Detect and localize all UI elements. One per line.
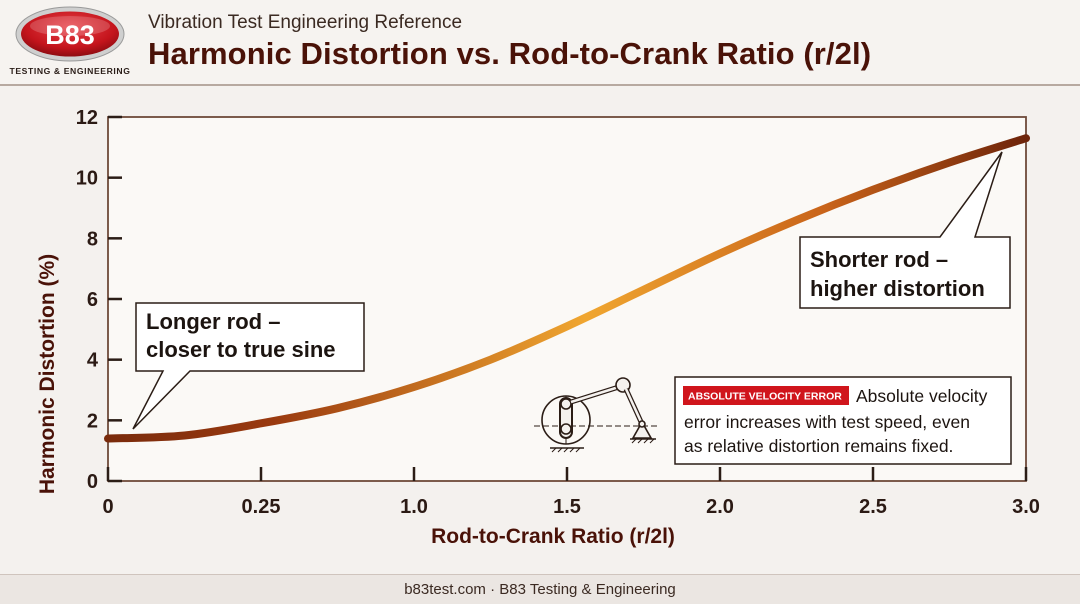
callout-left-line2: closer to true sine <box>146 337 336 362</box>
header-kicker: Vibration Test Engineering Reference <box>148 12 463 33</box>
logo-tagline: TESTING & ENGINEERING <box>10 66 131 76</box>
x-tick-label: 0.25 <box>242 496 281 518</box>
footer-company: B83 Testing & Engineering <box>499 581 676 598</box>
y-tick-label: 4 <box>87 350 99 372</box>
logo-text: B83 <box>45 20 95 50</box>
footer-site-link[interactable]: b83test.com <box>404 581 486 598</box>
y-axis-title: Harmonic Distortion (%) <box>36 254 59 494</box>
y-tick-label: 2 <box>87 410 98 432</box>
note-line2: error increases with test speed, even <box>684 412 970 432</box>
x-tick-label: 3.0 <box>1012 496 1040 518</box>
y-tick-label: 6 <box>87 289 98 311</box>
callout-right-line2: higher distortion <box>810 276 985 301</box>
y-tick-label: 0 <box>87 471 98 493</box>
chart: 0 0.25 1.0 1.5 2.0 2.5 3.0 0 2 4 6 8 10 12 Rod-to-Cr… <box>36 107 1040 548</box>
note-line3: as relative distortion remains fixed. <box>684 436 953 456</box>
distortion-curve <box>104 134 1030 443</box>
slider-crank-mechanism-icon <box>534 377 660 453</box>
callout-shorter-rod: Shorter rod – higher distortion <box>799 151 1011 309</box>
velocity-error-badge <box>683 386 849 405</box>
footer: b83test.com · B83 Testing & Engineering <box>0 574 1080 604</box>
x-axis-title: Rod-to-Crank Ratio (r/2l) <box>431 525 675 548</box>
y-tick-label: 8 <box>87 228 98 250</box>
y-tick-label: 10 <box>76 168 98 190</box>
callout-left-line1: Longer rod – <box>146 309 280 334</box>
x-tick-label: 2.5 <box>859 496 887 518</box>
callout-right-line1: Shorter rod – <box>810 247 948 272</box>
footer-separator: · <box>485 581 500 598</box>
note-line1: Absolute velocity <box>856 386 988 406</box>
b83-logo: B83 TESTING & ENGINEERING <box>10 6 131 76</box>
x-axis-ticks: 0 0.25 1.0 1.5 2.0 2.5 3.0 <box>102 467 1040 518</box>
x-tick-label: 2.0 <box>706 496 734 518</box>
velocity-error-note: ABSOLUTE VELOCITY ERROR Absolute velocit… <box>674 376 1012 465</box>
header: B83 TESTING & ENGINEERING Vibration Test… <box>0 0 1080 86</box>
x-tick-label: 1.0 <box>400 496 428 518</box>
velocity-error-badge-text: ABSOLUTE VELOCITY ERROR <box>688 391 842 403</box>
y-axis-ticks: 0 2 4 6 8 10 12 <box>76 107 122 493</box>
y-tick-label: 12 <box>76 107 98 129</box>
page-title: Harmonic Distortion vs. Rod-to-Crank Rat… <box>148 36 872 71</box>
callout-longer-rod: Longer rod – closer to true sine <box>132 302 365 430</box>
x-tick-label: 1.5 <box>553 496 581 518</box>
x-tick-label: 0 <box>102 496 113 518</box>
